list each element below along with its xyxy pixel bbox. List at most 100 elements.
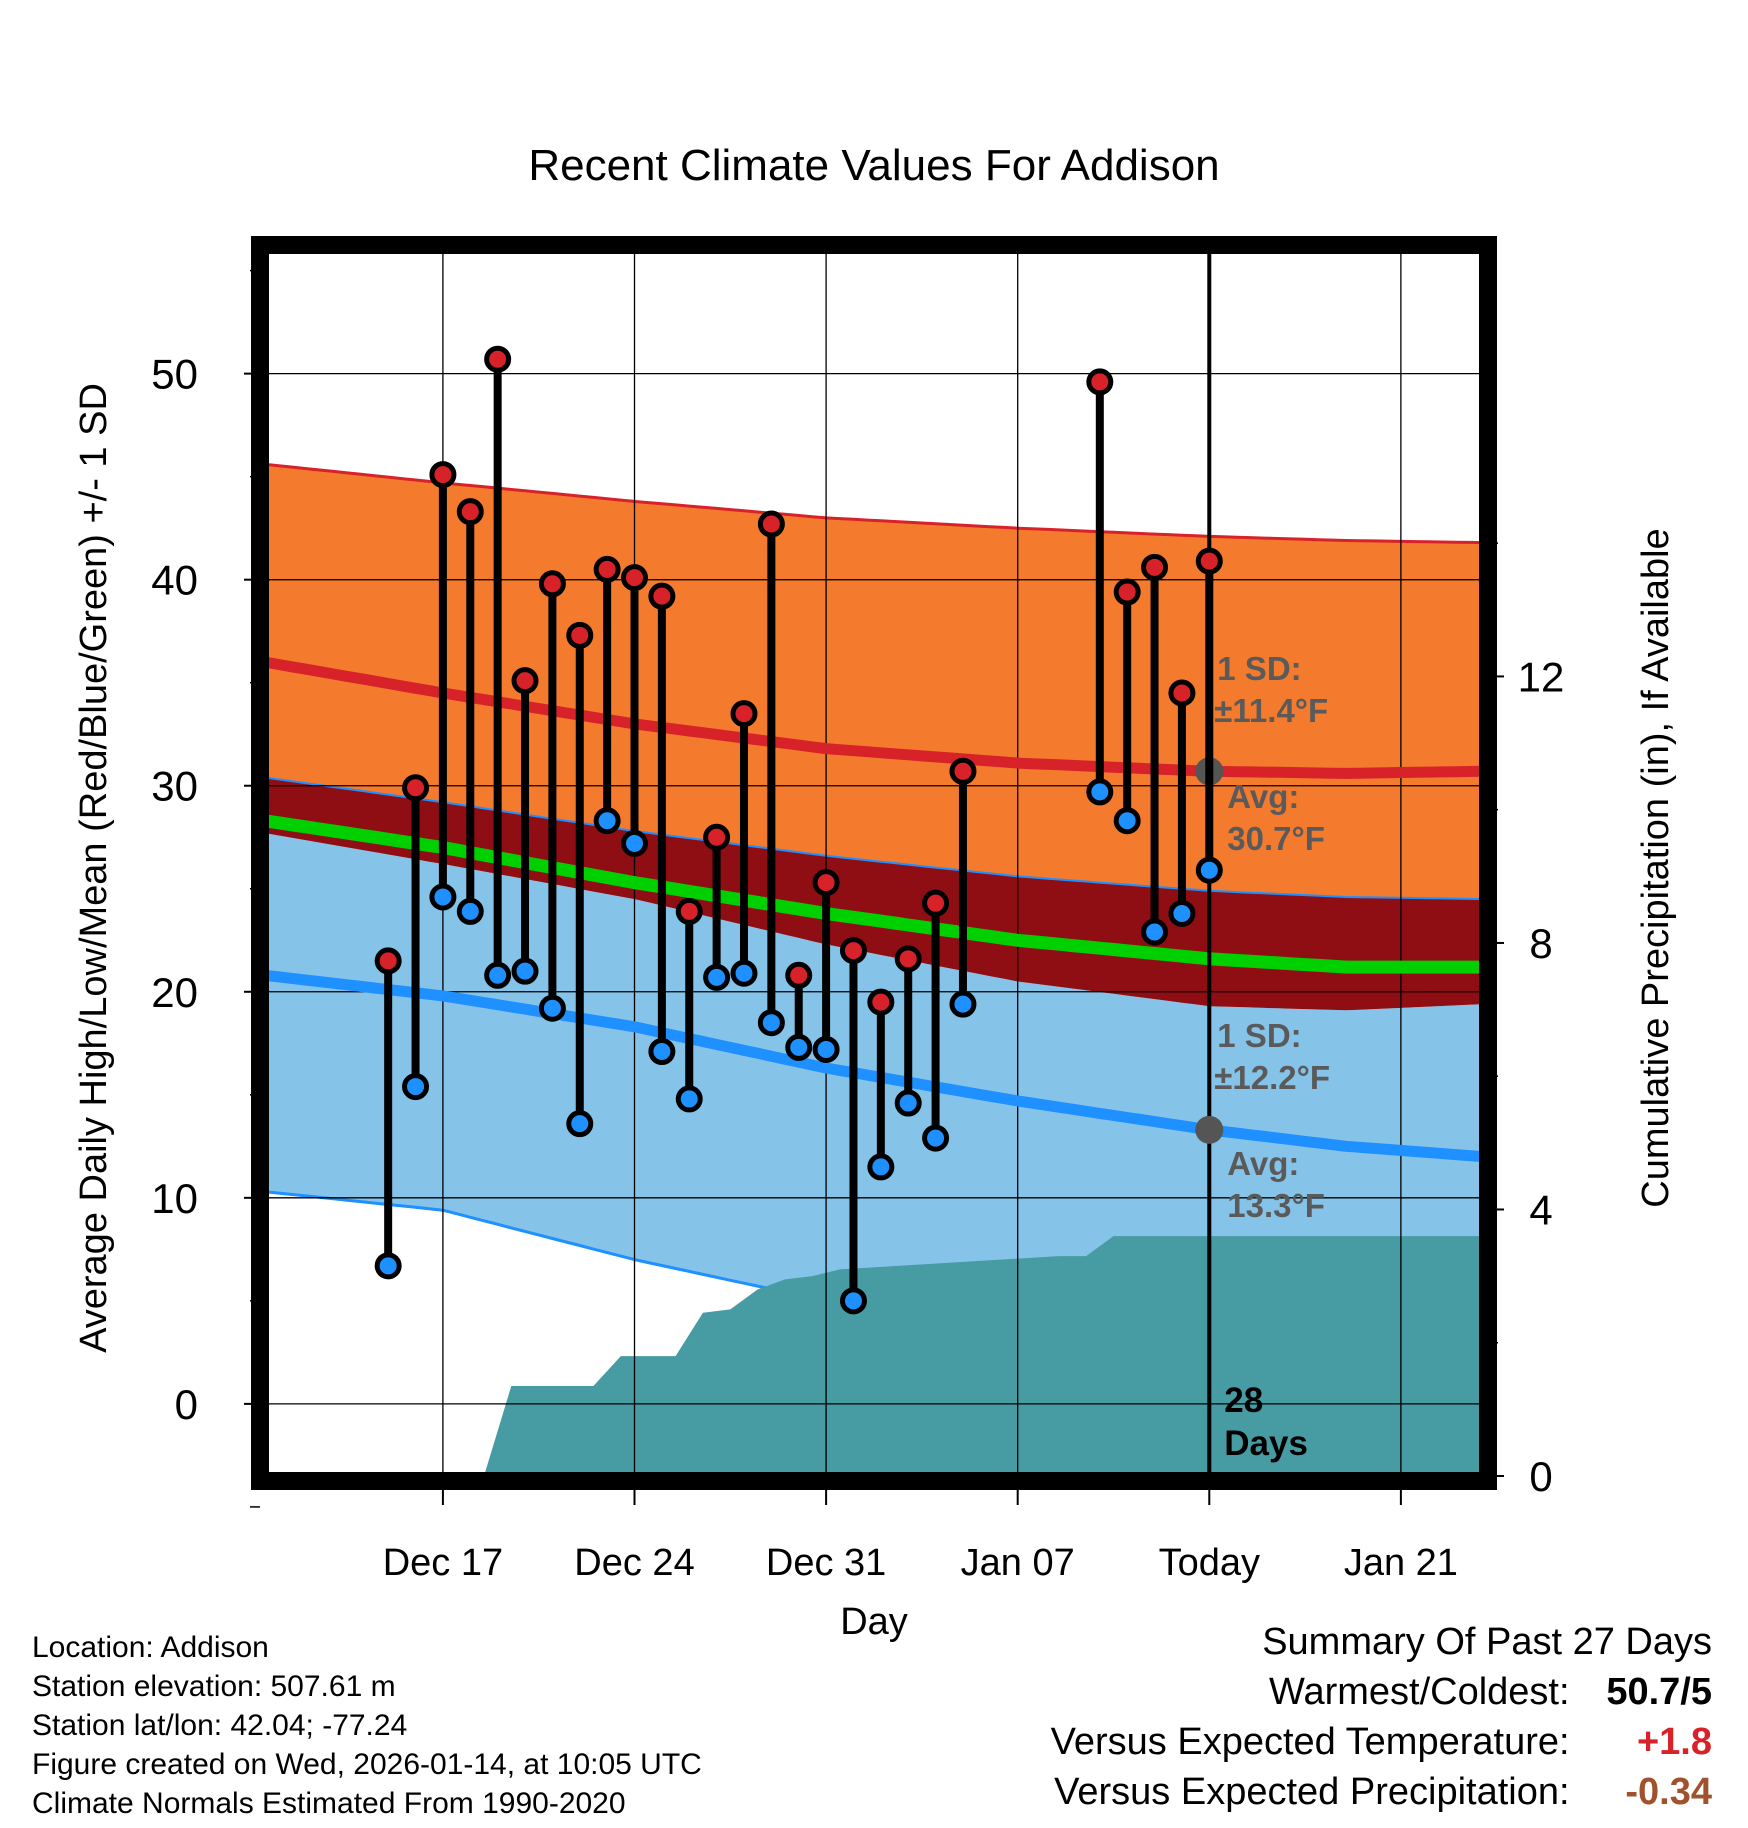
daily-low-point (812, 1035, 840, 1063)
station-info: Location: Addison Station elevation: 507… (32, 1628, 702, 1823)
y-tick-label: 40 (151, 557, 198, 604)
daily-high-point (484, 345, 512, 373)
daily-high-point (894, 945, 922, 973)
daily-high-point (1113, 578, 1141, 606)
y2-tick-label: 12 (1518, 653, 1565, 700)
precip-days-number: 28 (1224, 1381, 1263, 1420)
normal-low-line (265, 969, 1483, 1163)
daily-low-point (1113, 807, 1141, 835)
daily-low-point (1195, 856, 1223, 884)
y2-tick-label: 0 (1529, 1453, 1552, 1500)
high-avg-value: 30.7°F (1227, 820, 1325, 857)
temp-deviation-value: +1.8 (1636, 1721, 1712, 1763)
high-avg-label: Avg: (1227, 778, 1299, 815)
y2-axis-label: Cumulative Precipitation (in), If Availa… (1635, 528, 1677, 1207)
plot-frame (251, 236, 1497, 1490)
daily-high-point (867, 988, 895, 1016)
daily-high-point (511, 667, 539, 695)
daily-low-point (593, 807, 621, 835)
daily-low-point (949, 990, 977, 1018)
daily-low-point (1168, 899, 1196, 927)
latlon-text: Station lat/lon: 42.04; -77.24 (32, 1709, 408, 1742)
daily-high-point (566, 621, 594, 649)
y2-tick-label: 4 (1529, 1186, 1552, 1233)
elevation-text: Station elevation: 507.61 m (32, 1670, 396, 1703)
created-text: Figure created on Wed, 2026-01-14, at 10… (32, 1748, 702, 1781)
y-tick-label: 50 (151, 351, 198, 398)
high-sd-label: 1 SD: (1217, 650, 1301, 687)
x-axis-label: Day (840, 1601, 908, 1643)
daily-low-point (703, 963, 731, 991)
summary-title: Summary Of Past 27 Days (1262, 1621, 1712, 1663)
daily-high-point (1086, 368, 1114, 396)
y-tick-label: 30 (151, 763, 198, 810)
daily-high-point (1195, 547, 1223, 575)
daily-high-point (429, 461, 457, 489)
y-axis-label: Average Daily High/Low/Mean (Red/Blue/Gr… (73, 383, 115, 1353)
daily-low-point (621, 829, 649, 857)
daily-low-point (456, 897, 484, 925)
daily-high-point (621, 564, 649, 592)
daily-low-point (730, 959, 758, 987)
high-plus-sd-line (265, 462, 1483, 545)
daily-low-point (429, 883, 457, 911)
temp-deviation-label: Versus Expected Temperature: (1050, 1721, 1570, 1763)
daily-high-point (785, 961, 813, 989)
chart-title: Recent Climate Values For Addison (528, 141, 1219, 190)
precip-deviation-value: -0.34 (1625, 1771, 1712, 1813)
low-sd-value: ±12.2°F (1214, 1059, 1330, 1096)
x-tick-label: Dec 17 (383, 1542, 503, 1584)
low-sd-label: 1 SD: (1217, 1017, 1301, 1054)
x-tick-label: Today (1159, 1542, 1260, 1584)
daily-low-point (839, 1287, 867, 1315)
x-tick-label: Jan 21 (1344, 1542, 1458, 1584)
y2-tick-label: 8 (1529, 920, 1552, 967)
daily-high-point (1168, 679, 1196, 707)
daily-high-point (949, 757, 977, 785)
daily-low-point (675, 1085, 703, 1113)
daily-low-point (867, 1153, 895, 1181)
normals-text: Climate Normals Estimated From 1990-2020 (32, 1787, 626, 1820)
low-avg-value: 13.3°F (1227, 1187, 1325, 1224)
daily-high-point (402, 774, 430, 802)
y-tick-label: 20 (151, 969, 198, 1016)
daily-high-point (757, 510, 785, 538)
x-tick-label: Dec 31 (766, 1542, 886, 1584)
daily-high-point (703, 823, 731, 851)
daily-low-point (785, 1033, 813, 1061)
daily-low-point (484, 961, 512, 989)
warm-cold-label: Warmest/Coldest: (1268, 1671, 1570, 1713)
daily-high-point (730, 700, 758, 728)
precip-deviation-label: Versus Expected Precipitation: (1054, 1771, 1570, 1813)
daily-low-point (566, 1110, 594, 1138)
low-avg-label: Avg: (1227, 1145, 1299, 1182)
daily-high-point (374, 947, 402, 975)
daily-high-point (538, 570, 566, 598)
daily-high-point (675, 897, 703, 925)
high-sd-value: ±11.4°F (1214, 692, 1328, 729)
daily-high-point (1141, 553, 1169, 581)
daily-low-point (1141, 918, 1169, 946)
daily-high-point (839, 937, 867, 965)
x-tick-label: Jan 07 (961, 1542, 1075, 1584)
plot-area: 1 SD: ±11.4°F Avg: 30.7°F 1 SD: ±12.2°F Avg: 13… (265, 250, 1483, 1476)
daily-low-point (402, 1073, 430, 1101)
daily-low-point (374, 1252, 402, 1280)
y-tick-label: 0 (175, 1381, 198, 1428)
x-tick-label: Dec 24 (574, 1542, 694, 1584)
daily-low-point (1086, 778, 1114, 806)
y-tick-label: 10 (151, 1175, 198, 1222)
daily-high-point (593, 555, 621, 583)
daily-low-point (538, 994, 566, 1022)
precipitation-area (374, 1236, 1483, 1476)
daily-high-point (922, 889, 950, 917)
location-text: Location: Addison (32, 1631, 269, 1664)
warm-cold-value: 50.7/5 (1606, 1671, 1712, 1713)
daily-high-point (812, 869, 840, 897)
daily-high-point (648, 582, 676, 610)
daily-low-point (922, 1124, 950, 1152)
daily-low-point (894, 1089, 922, 1117)
today-low-avg-marker (1195, 1115, 1224, 1144)
daily-low-point (757, 1009, 785, 1037)
